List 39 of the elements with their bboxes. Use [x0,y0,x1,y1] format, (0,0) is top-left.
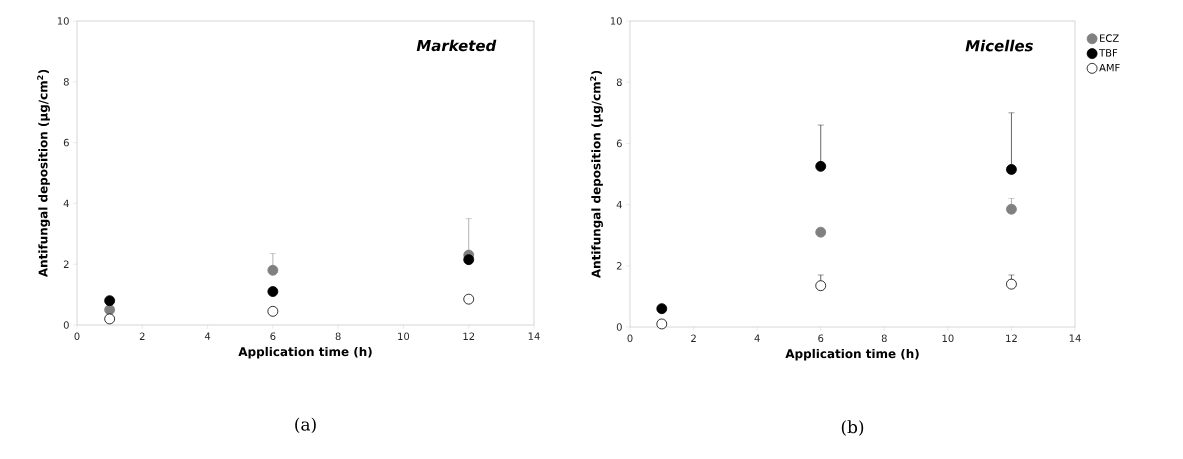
x-tick-label: 2 [139,332,145,340]
x-tick-label: 8 [881,334,887,343]
x-tick-label: 12 [463,332,475,340]
x-tick-label: 14 [1069,334,1081,342]
legend-label: TBF [1099,49,1118,57]
x-tick-label: 14 [528,332,540,340]
y-tick-label: 8 [616,78,622,86]
x-tick-label: 6 [270,332,276,341]
y-axis-title: Antifungal deposition (µg/cm$^{2}$) [37,69,50,278]
x-tick-label: 8 [335,332,341,341]
y-tick-label: 2 [63,260,69,268]
x-tick-label: 2 [691,334,696,342]
y-tick-label: 10 [57,17,69,25]
text: (b) [841,420,864,436]
y-tick-label: 8 [63,78,69,86]
y-axis-title: Antifungal deposition (µg/cm$^{2}$) [590,70,603,279]
y-tick-label: 2 [616,262,622,270]
x-tick-label: 4 [754,334,760,342]
x-tick-label: 10 [398,332,410,341]
x-tick-label: 10 [942,334,954,343]
x-tick-label: 4 [204,332,211,340]
x-tick-label: 6 [818,334,824,343]
x-tick-label: 0 [627,334,633,343]
x-axis-title: Application time (h) [238,346,372,359]
y-tick-label: 6 [616,139,622,148]
y-tick-label: 10 [610,17,622,25]
y-tick-label: 0 [616,323,622,331]
text: (a) [295,417,316,434]
y-tick-label: 0 [63,321,69,329]
text: Micelles [965,39,1033,52]
y-tick-label: 6 [63,138,69,147]
text: Marketed [416,39,497,52]
y-tick-label: 4 [616,200,622,209]
y-tick-label: 4 [63,199,69,208]
legend-label: AMF [1099,63,1120,72]
x-tick-label: 0 [74,332,80,341]
x-tick-label: 12 [1006,334,1017,342]
x-axis-title: Application time (h) [785,348,919,361]
legend-label: ECZ [1100,34,1119,42]
